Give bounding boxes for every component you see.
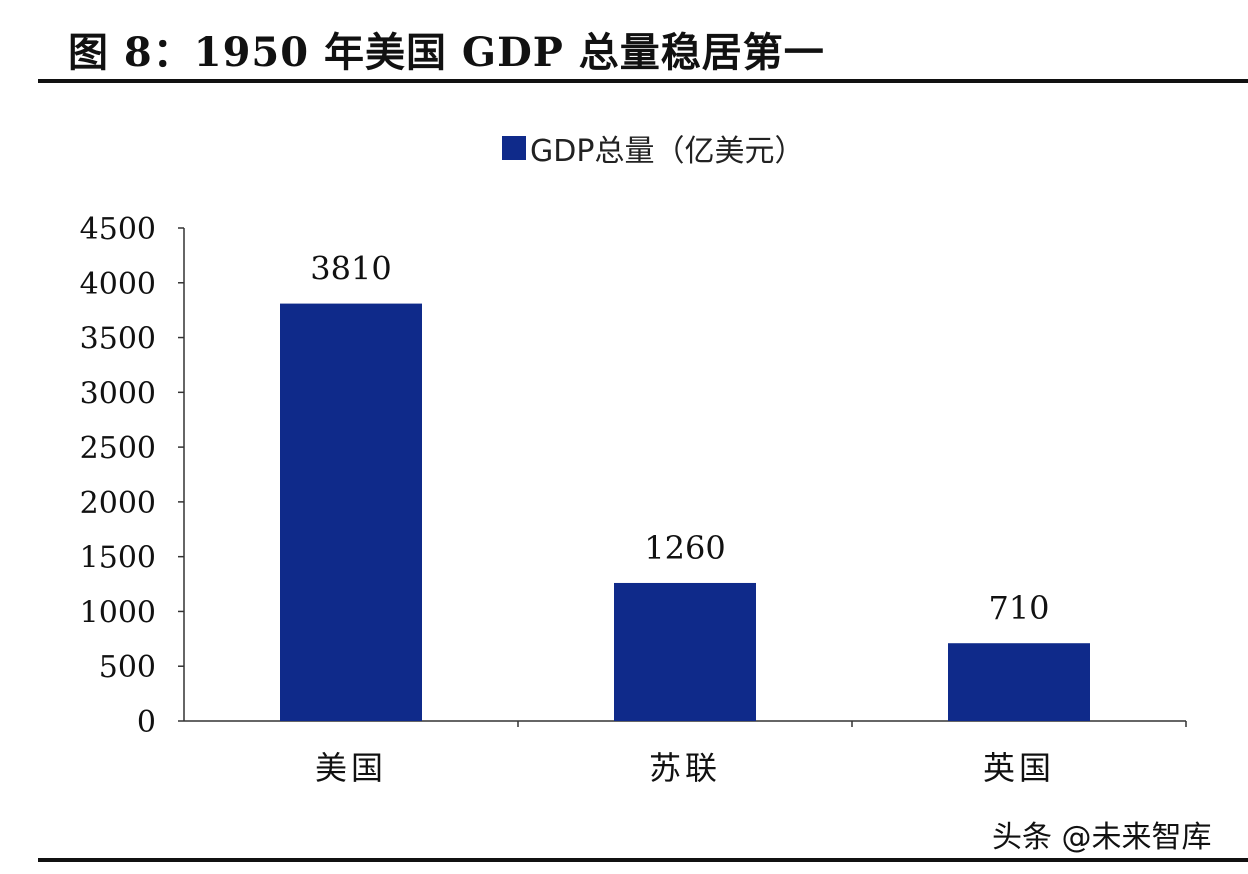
bar-1 (280, 303, 422, 721)
x-category-label: 美国 (315, 749, 387, 787)
data-label: 710 (988, 589, 1049, 627)
figure-title: 图 8：1950 年美国 GDP 总量稳居第一 (68, 29, 825, 76)
y-tick-label: 1500 (80, 541, 156, 576)
y-tick-label: 0 (137, 705, 156, 740)
y-tick-label: 2500 (80, 431, 156, 466)
y-tick-label: 500 (99, 650, 156, 685)
legend-swatch (502, 136, 526, 160)
bar-3 (948, 643, 1090, 721)
bottom-rule (38, 858, 1248, 862)
y-tick-label: 3500 (80, 322, 156, 357)
y-tick-label: 1000 (80, 595, 156, 630)
y-tick-label: 4000 (80, 267, 156, 302)
y-tick-label: 2000 (80, 486, 156, 521)
x-category-label: 苏联 (649, 749, 721, 787)
top-rule (38, 79, 1248, 83)
watermark: 头条 @未来智库 (992, 820, 1212, 855)
x-category-label: 英国 (983, 749, 1055, 787)
data-label: 1260 (644, 529, 725, 567)
data-label: 3810 (310, 250, 391, 288)
y-tick-label: 4500 (80, 212, 156, 247)
y-tick-label: 3000 (80, 376, 156, 411)
legend-label: GDP总量（亿美元） (530, 134, 805, 169)
chart-legend: GDP总量（亿美元） (502, 130, 804, 169)
bar-2 (614, 582, 756, 721)
